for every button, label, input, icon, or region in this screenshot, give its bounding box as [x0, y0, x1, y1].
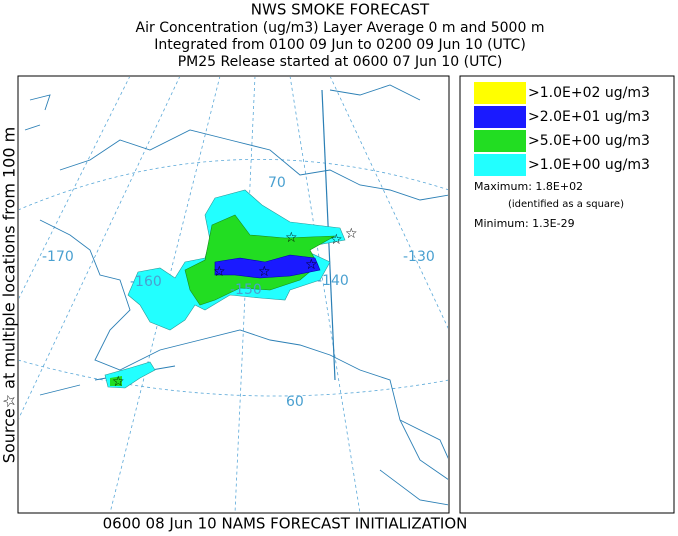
coastline	[59, 129, 448, 201]
legend-label: >5.0E+00 ug/m3	[528, 133, 650, 149]
plume-level	[214, 254, 321, 279]
subtitle: PM25 Release started at 0600 07 Jun 10 (…	[178, 54, 503, 70]
side-label: Source☆ at multiple locations from 100 m	[0, 127, 19, 463]
minimum: Minimum: 1.3E-29	[474, 217, 575, 230]
title: NWS SMOKE FORECAST	[251, 1, 430, 19]
coastline	[379, 419, 448, 506]
header: NWS SMOKE FORECAST Air Concentration (ug…	[136, 1, 545, 71]
graticule	[330, 77, 448, 329]
plume-level	[110, 376, 122, 386]
map-label: -160	[130, 274, 162, 290]
map-label: -170	[42, 249, 74, 265]
map-label: -130	[403, 249, 435, 265]
legend-swatch	[474, 82, 526, 104]
subtitle: Air Concentration (ug/m3) Layer Average …	[136, 20, 545, 36]
legend: Maximum: 1.8E+02 (identified as a square…	[459, 75, 675, 514]
legend-swatch	[474, 154, 526, 176]
graticule	[19, 159, 448, 211]
coastline	[39, 219, 448, 480]
source-star: ☆	[345, 226, 358, 242]
maximum: Maximum: 1.8E+02	[474, 180, 583, 193]
sources: ☆ ☆ ☆ ☆ ☆ ☆ ☆	[112, 226, 358, 390]
source-star: ☆	[330, 232, 343, 248]
graticule	[289, 77, 361, 512]
source-star: ☆	[285, 230, 298, 246]
plume	[104, 189, 346, 389]
graticule	[19, 359, 448, 397]
maximum-note: (identified as a square)	[508, 199, 624, 210]
coastline	[24, 84, 421, 131]
legend-label: >1.0E+00 ug/m3	[528, 157, 650, 173]
map: ☆ ☆ ☆ ☆ ☆ ☆ ☆ 70 -170 -160 -150 -140 -13…	[17, 75, 450, 514]
map-label: 60	[286, 394, 304, 410]
legend-label: >2.0E+01 ug/m3	[528, 109, 650, 125]
footer: 0600 08 Jun 10 NAMS FORECAST INITIALIZAT…	[103, 515, 468, 533]
source-star: ☆	[112, 374, 125, 390]
source-star: ☆	[258, 264, 271, 280]
map-label: -140	[317, 273, 349, 289]
source-star: ☆	[213, 264, 226, 280]
subtitle: Integrated from 0100 09 Jun to 0200 09 J…	[154, 37, 526, 53]
map-label: 70	[268, 175, 286, 191]
legend-label: >1.0E+02 ug/m3	[528, 85, 650, 101]
legend-swatch	[474, 130, 526, 152]
map-label: -150	[230, 282, 262, 298]
map-labels: 70 -170 -160 -150 -140 -130 60	[42, 175, 435, 410]
plume-level	[184, 214, 336, 306]
legend-swatch	[474, 106, 526, 128]
source-star: ☆	[305, 257, 318, 273]
